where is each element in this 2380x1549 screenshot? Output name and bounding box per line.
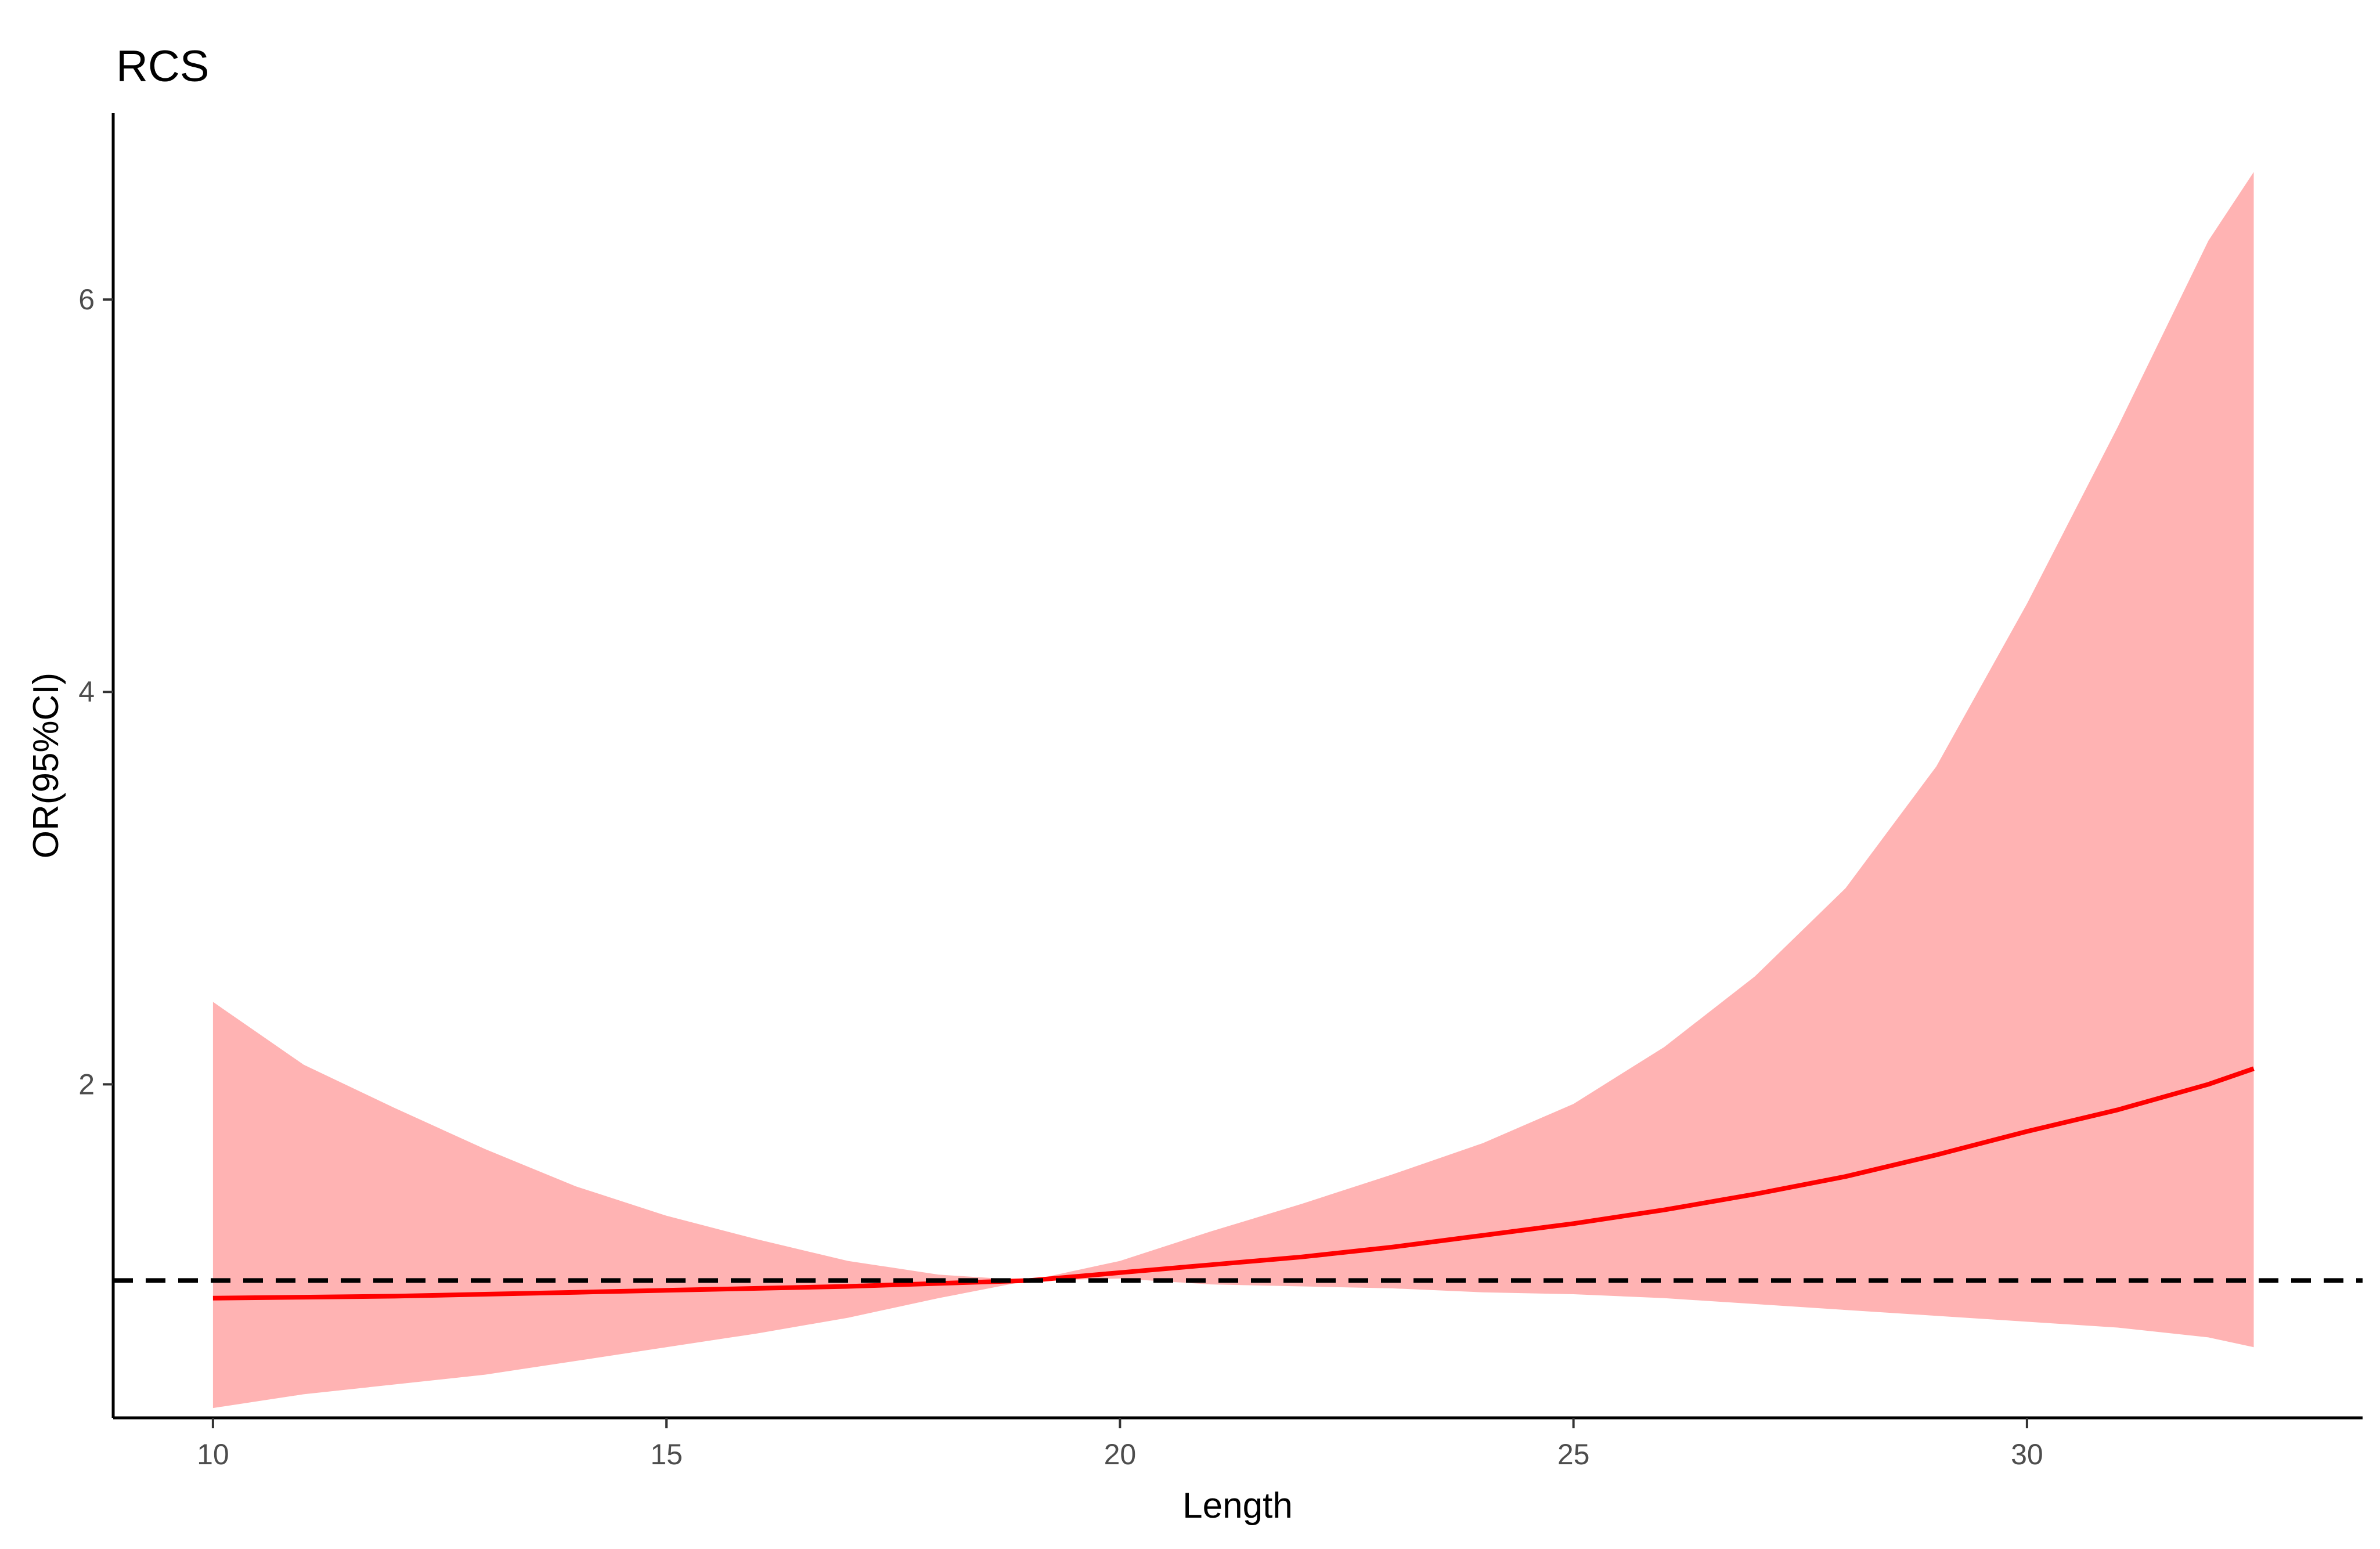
confidence-band	[212, 172, 2254, 1409]
x-tick-label: 25	[1557, 1438, 1590, 1471]
chart-title: RCS	[116, 42, 209, 91]
plot-area	[113, 172, 2363, 1409]
y-axis-ticks: 2 4 6	[78, 283, 113, 1100]
y-tick-label: 4	[78, 676, 95, 708]
x-tick-label: 30	[2011, 1438, 2043, 1471]
y-axis-title: OR(95%CI)	[26, 673, 66, 858]
y-tick-label: 2	[78, 1068, 95, 1100]
x-tick-label: 20	[1104, 1438, 1137, 1471]
x-axis-title: Length	[1182, 1486, 1293, 1526]
y-tick-label: 6	[78, 283, 95, 316]
x-tick-label: 10	[197, 1438, 229, 1471]
fitted-line	[212, 1066, 2255, 1301]
x-axis-ticks: 10 15 20 25 30	[197, 1418, 2043, 1471]
x-tick-label: 15	[650, 1438, 683, 1471]
